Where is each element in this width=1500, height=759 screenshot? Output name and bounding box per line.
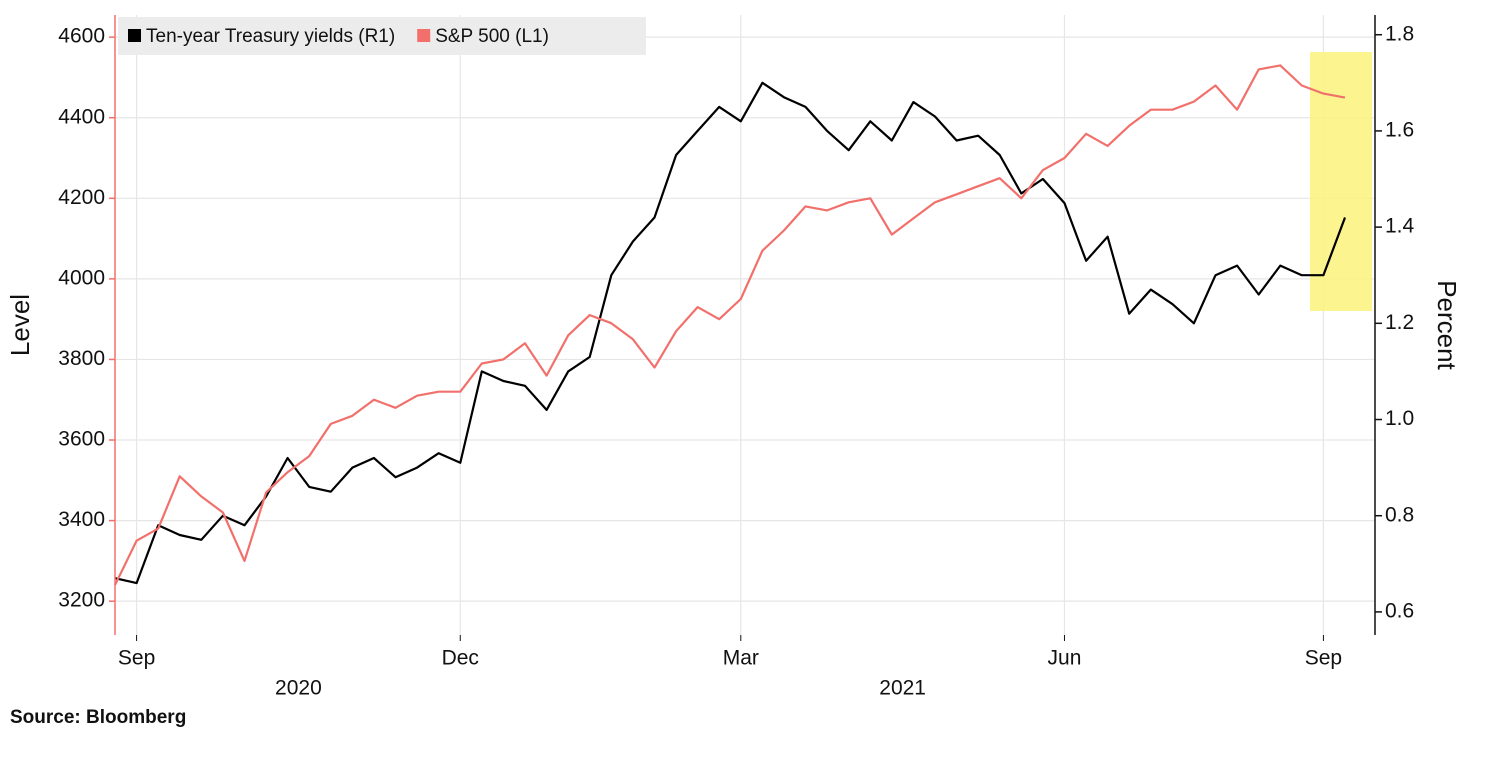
x-tick-label: Sep xyxy=(118,647,155,670)
y2-tick-label: 1.4 xyxy=(1385,215,1415,238)
series-line xyxy=(114,81,1347,585)
y2-axis-label: Percent xyxy=(1432,280,1462,370)
y2-tick-label: 1.2 xyxy=(1385,311,1414,334)
y-tick-label: 3400 xyxy=(58,508,105,531)
x-tick-label: Dec xyxy=(442,647,479,670)
source: Source: Bloomberg xyxy=(10,707,186,728)
highlight-box xyxy=(1310,52,1372,311)
y-tick-label: 3600 xyxy=(58,428,105,451)
legend-label: Ten-year Treasury yields (R1) xyxy=(146,26,395,47)
grid xyxy=(115,15,1375,635)
x-tick-label: Jun xyxy=(1048,647,1082,670)
y2-tick-label: 0.8 xyxy=(1385,503,1414,526)
y2-tick-label: 1.6 xyxy=(1385,118,1414,141)
x-tick-label: Sep xyxy=(1305,647,1342,670)
legend-swatch xyxy=(417,29,431,42)
y-tick-label: 4000 xyxy=(58,266,105,289)
year-label: 2021 xyxy=(879,677,926,700)
series-line xyxy=(114,64,1346,586)
y-tick-label: 4200 xyxy=(58,186,105,209)
legend-label: S&P 500 (L1) xyxy=(435,26,549,47)
legend-swatch xyxy=(128,29,141,42)
y2-tick-label: 1.0 xyxy=(1385,407,1414,430)
y2-tick-label: 0.6 xyxy=(1385,599,1414,622)
lines xyxy=(114,64,1347,586)
y2-tick-label: 1.8 xyxy=(1385,22,1414,45)
x-tick-label: Mar xyxy=(723,647,759,670)
y-tick-label: 3200 xyxy=(58,589,105,612)
y-tick-label: 4600 xyxy=(58,25,105,48)
y-axis-label: Level xyxy=(5,294,35,356)
y-tick-label: 3800 xyxy=(58,347,105,370)
y-tick-label: 4400 xyxy=(58,105,105,128)
year-label: 2020 xyxy=(275,677,322,700)
legend-box xyxy=(118,17,646,55)
plot-area xyxy=(115,15,1375,635)
legend: Ten-year Treasury yields (R1) S&P 500 (L1… xyxy=(128,26,549,47)
